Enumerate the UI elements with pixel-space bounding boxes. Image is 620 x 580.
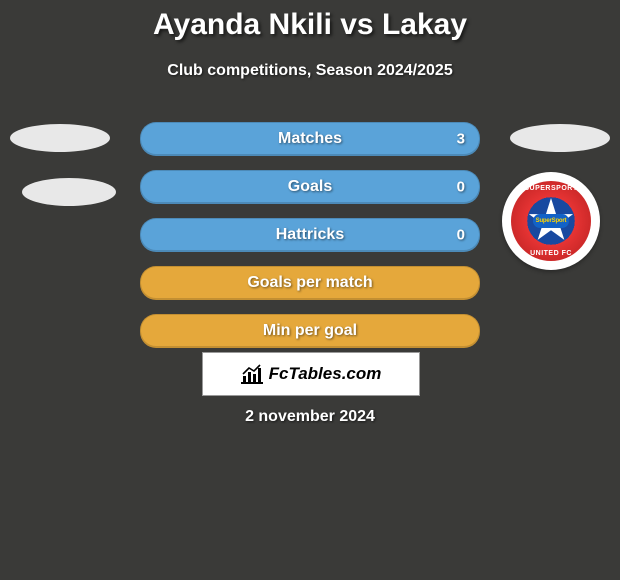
stat-label: Hattricks: [276, 226, 344, 244]
page-subtitle: Club competitions, Season 2024/2025: [0, 62, 620, 80]
right-placeholder-1: [510, 124, 610, 152]
badge-bottom-text: UNITED FC: [511, 250, 591, 257]
stat-bar-matches: Matches 3: [140, 122, 480, 156]
stat-value: 0: [457, 227, 465, 244]
left-placeholder-2: [22, 178, 116, 206]
stat-label: Goals: [288, 178, 332, 196]
stat-bar-goals: Goals 0: [140, 170, 480, 204]
comparison-infographic: Ayanda Nkili vs Lakay Club competitions,…: [0, 0, 620, 580]
brand-attribution: FcTables.com: [202, 352, 420, 396]
brand-text: FcTables.com: [269, 364, 382, 384]
stat-value: 0: [457, 179, 465, 196]
club-badge: SUPERSPORT SuperSport UNITED FC: [502, 172, 600, 270]
badge-center-text: SuperSport: [536, 218, 567, 224]
stat-bar-hattricks: Hattricks 0: [140, 218, 480, 252]
stat-label: Matches: [278, 130, 342, 148]
stat-bar-min-per-goal: Min per goal: [140, 314, 480, 348]
left-placeholder-1: [10, 124, 110, 152]
club-badge-inner: SUPERSPORT SuperSport UNITED FC: [511, 181, 591, 261]
stat-bar-goals-per-match: Goals per match: [140, 266, 480, 300]
page-title: Ayanda Nkili vs Lakay: [0, 8, 620, 42]
badge-top-text: SUPERSPORT: [511, 185, 591, 192]
stat-label: Min per goal: [263, 322, 357, 340]
chart-icon: [241, 364, 263, 384]
date-text: 2 november 2024: [0, 408, 620, 426]
stat-value: 3: [457, 131, 465, 148]
badge-center: SuperSport: [533, 214, 569, 228]
stat-label: Goals per match: [247, 274, 372, 292]
stat-bars: Matches 3 Goals 0 Hattricks 0 Goals per …: [140, 122, 480, 362]
